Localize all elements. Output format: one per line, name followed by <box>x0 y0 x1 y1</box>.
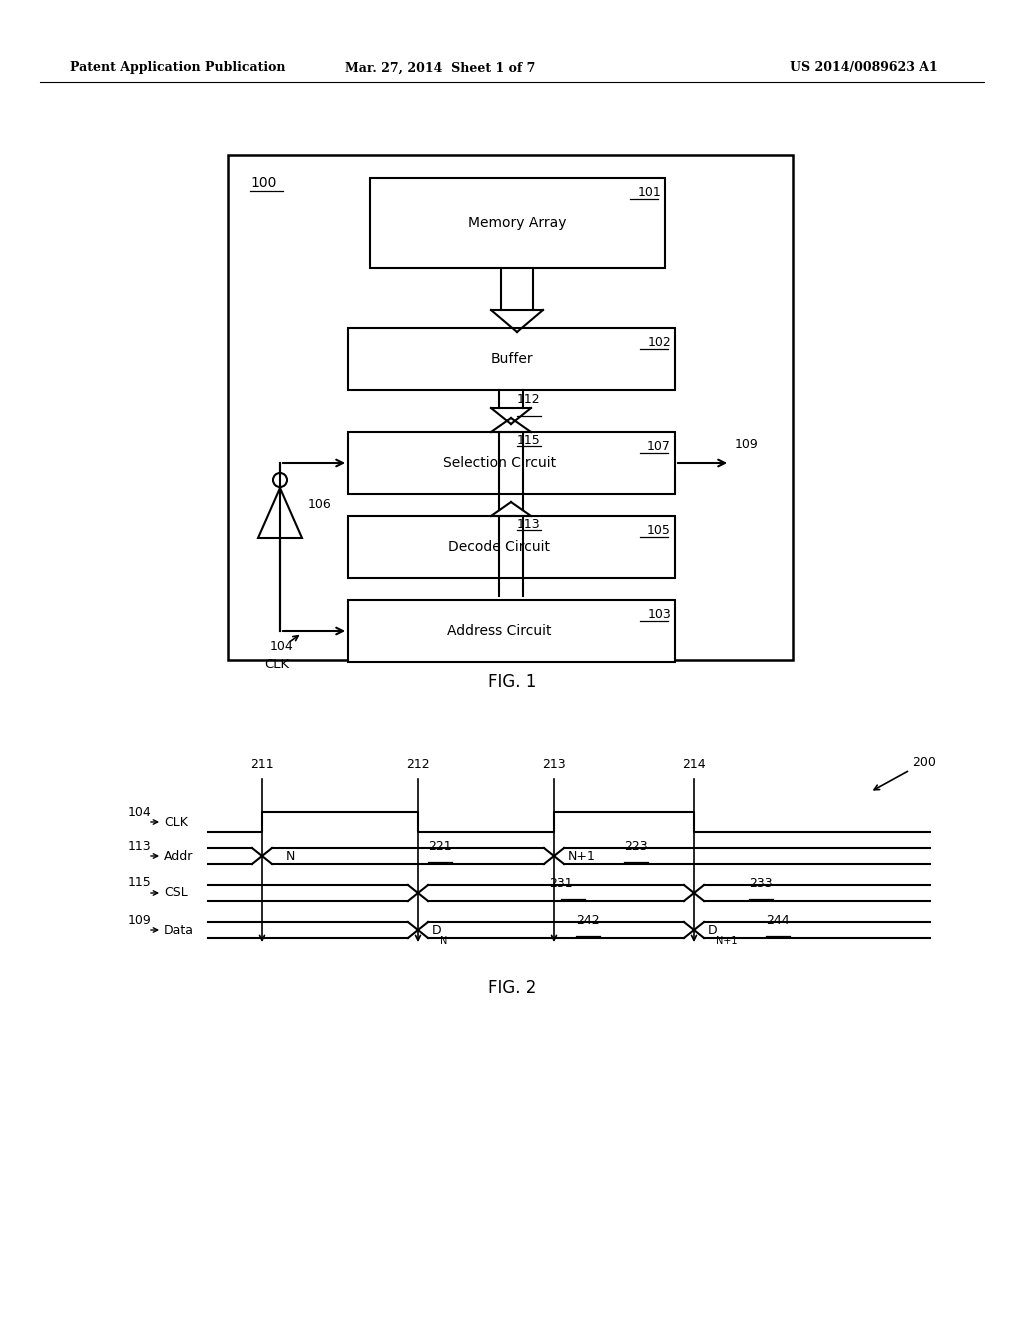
Text: 200: 200 <box>912 755 936 768</box>
Text: Decode Circuit: Decode Circuit <box>449 540 551 554</box>
Text: 242: 242 <box>575 913 600 927</box>
Text: 214: 214 <box>682 758 706 771</box>
Text: FIG. 2: FIG. 2 <box>487 979 537 997</box>
Text: 211: 211 <box>250 758 273 771</box>
Text: Patent Application Publication: Patent Application Publication <box>70 62 286 74</box>
Text: 100: 100 <box>250 176 276 190</box>
Text: 101: 101 <box>637 186 662 198</box>
Text: US 2014/0089623 A1: US 2014/0089623 A1 <box>790 62 938 74</box>
Text: 244: 244 <box>766 913 790 927</box>
Text: 115: 115 <box>128 876 152 890</box>
Bar <box>370 178 665 268</box>
Text: FIG. 1: FIG. 1 <box>487 673 537 690</box>
Text: 105: 105 <box>647 524 671 536</box>
Text: 102: 102 <box>647 335 671 348</box>
Text: 113: 113 <box>128 840 152 853</box>
Text: 107: 107 <box>647 440 671 453</box>
Text: Address Circuit: Address Circuit <box>447 624 552 638</box>
Text: 103: 103 <box>647 607 671 620</box>
Text: 212: 212 <box>407 758 430 771</box>
Bar <box>348 516 675 578</box>
Text: Selection Circuit: Selection Circuit <box>443 455 556 470</box>
Text: CLK: CLK <box>164 816 187 829</box>
Text: 104: 104 <box>128 805 152 818</box>
Text: Data: Data <box>164 924 194 936</box>
Bar <box>348 432 675 494</box>
Text: D: D <box>432 924 441 936</box>
Text: 104: 104 <box>270 640 294 653</box>
Text: Buffer: Buffer <box>490 352 532 366</box>
Text: 109: 109 <box>128 913 152 927</box>
Text: Mar. 27, 2014  Sheet 1 of 7: Mar. 27, 2014 Sheet 1 of 7 <box>345 62 536 74</box>
Text: 113: 113 <box>517 517 541 531</box>
Text: Memory Array: Memory Array <box>468 216 566 230</box>
Text: 115: 115 <box>517 434 541 447</box>
Text: 221: 221 <box>428 840 452 853</box>
Bar <box>348 327 675 389</box>
Text: 233: 233 <box>749 876 773 890</box>
Text: CSL: CSL <box>164 887 187 899</box>
Text: 231: 231 <box>549 876 572 890</box>
Text: 106: 106 <box>308 499 332 511</box>
Text: D: D <box>708 924 718 936</box>
Text: 213: 213 <box>542 758 566 771</box>
Text: N: N <box>440 936 447 946</box>
Text: N+1: N+1 <box>568 850 596 862</box>
Text: N+1: N+1 <box>716 936 737 946</box>
Bar <box>348 601 675 663</box>
Text: 112: 112 <box>517 393 541 407</box>
Text: 223: 223 <box>624 840 647 853</box>
Text: CLK: CLK <box>264 659 289 672</box>
Bar <box>228 154 793 660</box>
Text: N: N <box>286 850 295 862</box>
Text: Addr: Addr <box>164 850 194 862</box>
Text: 109: 109 <box>735 438 759 451</box>
